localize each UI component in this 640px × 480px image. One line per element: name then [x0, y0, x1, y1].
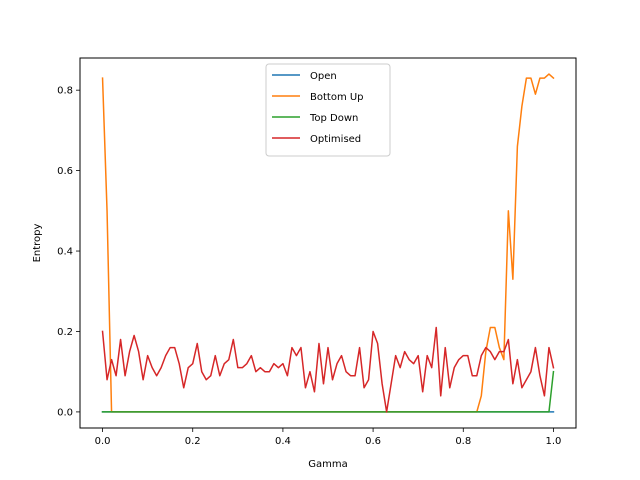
x-tick-label: 0.8	[455, 436, 471, 447]
x-tick-label: 0.6	[365, 436, 381, 447]
y-axis-label: Entropy	[32, 223, 43, 262]
x-tick-label: 0.2	[185, 436, 201, 447]
x-tick-label: 1.0	[546, 436, 562, 447]
y-tick-label: 0.0	[57, 407, 73, 418]
y-tick-label: 0.6	[57, 166, 73, 177]
series-layer	[101, 73, 555, 413]
y-tick-label: 0.4	[57, 247, 73, 258]
series-line-bottom-up	[101, 73, 555, 413]
legend-label-top-down: Top Down	[309, 113, 358, 124]
legend-label-open: Open	[310, 71, 337, 82]
legend: Open Bottom Up Top Down Optimised	[265, 63, 391, 157]
plot-frame	[79, 57, 577, 429]
x-tick-label: 0.4	[275, 436, 291, 447]
y-axis: 0.0 0.2 0.4 0.6 0.8	[57, 86, 80, 418]
y-tick-label: 0.8	[57, 86, 73, 97]
x-tick-label: 0.0	[95, 436, 111, 447]
x-axis-label: Gamma	[308, 459, 348, 470]
legend-frame	[265, 63, 391, 157]
y-tick-label: 0.2	[57, 327, 73, 338]
legend-label-bottom-up: Bottom Up	[310, 92, 364, 103]
legend-label-optimised: Optimised	[310, 134, 361, 145]
series-line-optimised	[101, 326, 555, 413]
series-line-top-down	[101, 370, 555, 413]
x-axis: 0.0 0.2 0.4 0.6 0.8 1.0	[95, 428, 562, 447]
